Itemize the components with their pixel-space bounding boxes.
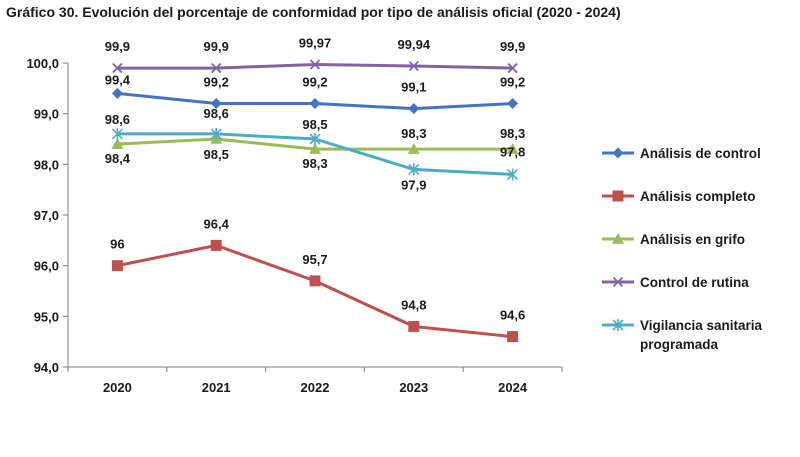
data-label-analisis-de-control: 99,1 bbox=[401, 80, 426, 95]
data-label-analisis-de-control: 99,2 bbox=[204, 75, 229, 90]
data-label-control-de-rutina: 99,97 bbox=[299, 36, 332, 51]
data-point-analisis-completo bbox=[210, 239, 222, 251]
data-point-vigilancia-sanitaria-programada bbox=[507, 168, 519, 181]
data-label-control-de-rutina: 99,9 bbox=[204, 39, 229, 54]
data-point-analisis-completo bbox=[111, 260, 123, 272]
legend-marker-control-de-rutina bbox=[612, 276, 624, 288]
legend-marker-vigilancia-sanitaria-programada bbox=[612, 319, 624, 331]
y-tick-label: 94,0 bbox=[34, 360, 59, 375]
data-label-vigilancia-sanitaria-programada: 97,9 bbox=[401, 177, 426, 192]
data-point-analisis-de-control bbox=[210, 98, 222, 110]
data-label-control-de-rutina: 99,9 bbox=[105, 39, 130, 54]
data-point-vigilancia-sanitaria-programada bbox=[210, 127, 222, 140]
data-point-control-de-rutina bbox=[112, 62, 123, 74]
chart-title: Gráfico 30. Evolución del porcentaje de … bbox=[6, 4, 621, 20]
y-tick-label: 97,0 bbox=[34, 208, 59, 223]
y-tick-label: 95,0 bbox=[34, 309, 59, 324]
data-point-vigilancia-sanitaria-programada bbox=[309, 133, 321, 145]
data-point-analisis-completo bbox=[507, 331, 519, 343]
legend-label-analisis-de-control: Análisis de control bbox=[640, 146, 761, 161]
data-label-vigilancia-sanitaria-programada: 98,6 bbox=[204, 106, 229, 121]
data-point-analisis-de-control bbox=[507, 98, 519, 110]
x-tick-label: 2022 bbox=[301, 380, 330, 395]
y-tick-label: 96,0 bbox=[34, 259, 59, 274]
data-label-control-de-rutina: 99,94 bbox=[398, 37, 431, 52]
x-tick-label: 2020 bbox=[103, 380, 132, 395]
data-label-analisis-de-control: 99,2 bbox=[302, 75, 327, 90]
data-label-analisis-en-grifo: 98,3 bbox=[401, 126, 426, 141]
data-label-analisis-completo: 94,6 bbox=[500, 308, 525, 323]
data-label-analisis-en-grifo: 98,5 bbox=[204, 147, 229, 162]
data-label-analisis-en-grifo: 98,3 bbox=[302, 156, 327, 171]
legend-label-control-de-rutina: Control de rutina bbox=[640, 275, 749, 290]
data-label-control-de-rutina: 99,9 bbox=[500, 39, 525, 54]
legend-label-vigilancia-sanitaria-programada: Vigilancia sanitaria bbox=[640, 318, 763, 333]
data-label-analisis-completo: 94,8 bbox=[401, 297, 426, 312]
data-point-control-de-rutina bbox=[211, 62, 222, 74]
data-point-analisis-completo bbox=[309, 275, 321, 287]
data-label-analisis-completo: 95,7 bbox=[302, 252, 327, 267]
legend-marker-analisis-en-grifo bbox=[612, 233, 624, 244]
x-tick-label: 2023 bbox=[399, 380, 428, 395]
legend-label-vigilancia-sanitaria-programada: programada bbox=[640, 337, 719, 352]
data-point-vigilancia-sanitaria-programada bbox=[111, 127, 123, 140]
data-label-analisis-completo: 96,4 bbox=[204, 216, 230, 231]
data-label-analisis-de-control: 99,4 bbox=[105, 72, 131, 87]
data-label-analisis-en-grifo: 98,3 bbox=[500, 126, 525, 141]
y-tick-label: 98,0 bbox=[34, 157, 59, 172]
data-label-analisis-de-control: 99,2 bbox=[500, 75, 525, 90]
x-tick-label: 2021 bbox=[202, 380, 231, 395]
data-label-vigilancia-sanitaria-programada: 98,5 bbox=[302, 117, 327, 132]
y-tick-label: 100,0 bbox=[26, 56, 59, 71]
data-point-analisis-de-control bbox=[111, 87, 123, 99]
data-label-vigilancia-sanitaria-programada: 98,6 bbox=[105, 112, 130, 127]
x-tick-label: 2024 bbox=[498, 380, 528, 395]
data-point-control-de-rutina bbox=[507, 62, 518, 74]
data-point-control-de-rutina bbox=[309, 59, 321, 70]
data-point-analisis-de-control bbox=[408, 103, 420, 115]
data-point-control-de-rutina bbox=[408, 60, 419, 72]
data-point-vigilancia-sanitaria-programada bbox=[408, 163, 420, 176]
legend-marker-analisis-completo bbox=[612, 190, 624, 202]
y-tick-label: 99,0 bbox=[34, 107, 59, 122]
data-point-analisis-en-grifo bbox=[309, 143, 321, 154]
data-label-analisis-en-grifo: 98,4 bbox=[105, 151, 131, 166]
data-label-analisis-completo: 96 bbox=[110, 237, 124, 252]
data-point-analisis-en-grifo bbox=[407, 143, 420, 154]
data-label-vigilancia-sanitaria-programada: 97,8 bbox=[500, 144, 525, 159]
legend-marker-analisis-de-control bbox=[612, 147, 624, 159]
legend-label-analisis-completo: Análisis completo bbox=[640, 189, 756, 204]
data-point-analisis-completo bbox=[408, 320, 420, 332]
data-point-analisis-en-grifo bbox=[111, 138, 124, 149]
data-point-analisis-en-grifo bbox=[506, 143, 519, 154]
data-point-analisis-de-control bbox=[309, 98, 321, 110]
legend-label-analisis-en-grifo: Análisis en grifo bbox=[640, 232, 745, 247]
